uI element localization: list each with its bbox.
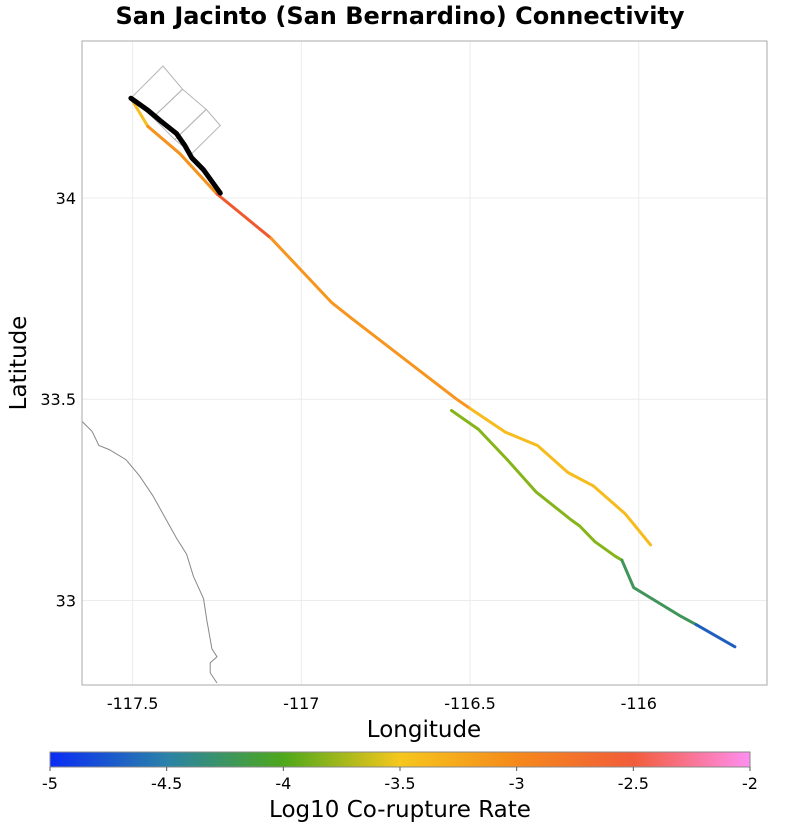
- x-axis-title: Longitude: [367, 717, 481, 743]
- source-fault-trace: [128, 95, 223, 196]
- colorbar-tick-label: -4: [275, 774, 291, 793]
- colorbar-ticks: -5 -4.5 -4 -3.5 -3 -2.5 -2: [42, 767, 758, 793]
- x-tick-label: -117.5: [107, 694, 159, 713]
- colorbar-tick-label: -2.5: [618, 774, 649, 793]
- colorbar-title: Log10 Co-rupture Rate: [269, 797, 531, 823]
- coastline: [82, 421, 218, 684]
- fault-trace: [146, 124, 219, 196]
- fault-trace: [215, 192, 273, 240]
- colorbar-tick-label: -5: [42, 774, 58, 793]
- x-axis-ticks: -117.5 -117 -116.5 -116: [107, 694, 657, 713]
- source-fault-layer: [128, 95, 223, 196]
- colorbar: [49, 751, 751, 768]
- fault-trace: [450, 409, 624, 562]
- fault-trace: [620, 558, 698, 627]
- y-tick-label: 34: [56, 189, 76, 208]
- plot-frame: [81, 40, 768, 686]
- x-tick-label: -116: [621, 694, 657, 713]
- colorbar-tick-label: -3: [509, 774, 525, 793]
- y-axis-title: Latitude: [6, 316, 32, 411]
- colorbar-tick-label: -4.5: [151, 774, 182, 793]
- coastline-layer: [82, 421, 218, 684]
- x-tick-label: -116.5: [444, 694, 496, 713]
- chart-title: San Jacinto (San Bernardino) Connectivit…: [115, 2, 685, 30]
- fault-trace: [468, 407, 653, 547]
- plot-background: [82, 41, 767, 685]
- colorbar-tick-label: -2: [742, 774, 758, 793]
- colorbar-tick-label: -3.5: [384, 774, 415, 793]
- gridlines: [82, 41, 767, 685]
- y-tick-label: 33: [56, 591, 76, 610]
- fault-trace: [269, 236, 472, 410]
- fault-trace: [694, 623, 737, 649]
- y-tick-label: 33.5: [40, 390, 76, 409]
- fault-trace-layer: [129, 96, 737, 649]
- x-tick-label: -117: [283, 694, 319, 713]
- y-axis-ticks: 33 33.5 34: [40, 189, 76, 610]
